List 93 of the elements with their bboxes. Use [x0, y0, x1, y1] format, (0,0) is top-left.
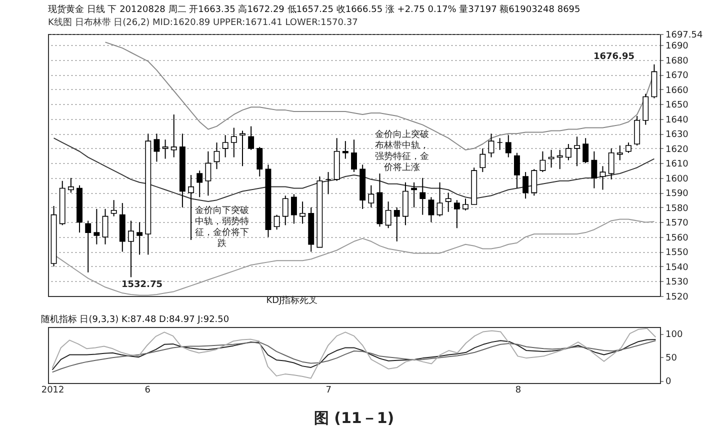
x-tick-label: 2012: [41, 386, 64, 396]
candlestick: [505, 134, 512, 158]
candlestick: [556, 149, 563, 170]
candlestick: [300, 201, 306, 224]
y-tick-label: 0: [666, 377, 672, 388]
candlestick: [85, 220, 92, 273]
candlestick: [68, 177, 74, 194]
candlestick: [462, 198, 468, 211]
y-tick-label: 1530: [666, 278, 689, 288]
candlestick: [170, 114, 177, 158]
candlestick: [154, 133, 160, 162]
candlestick: [205, 150, 212, 196]
candlestick: [351, 139, 357, 173]
text: 图 (11－1): [314, 409, 394, 427]
candlestick: [222, 134, 228, 158]
candlestick: [454, 200, 460, 229]
candlestick: [420, 177, 426, 216]
candlestick: [608, 148, 614, 180]
line-series: [52, 328, 656, 379]
candlestick: [540, 150, 546, 173]
y-tick-label: 1520: [666, 292, 689, 302]
annotation: 金价向下突破中轨，弱势特征，金价将下跌: [195, 205, 249, 249]
candlestick: [514, 152, 520, 189]
y-tick-label: 1620: [666, 144, 689, 155]
candlestick: [616, 144, 623, 161]
chart-title: 现货黄金 日线 下 20120828 周二 开1663.35 高1672.29 低1657.25 收1666.55 涨 +2.75 0.17% 量37197 额61903248 8695: [48, 4, 580, 15]
candlestick: [282, 195, 288, 226]
y-tick-label: 50: [666, 354, 678, 364]
candlestick: [325, 172, 332, 195]
chart-title: 随机指标 日(9,3,3) K:87.48 D:84.97 J:92.50: [40, 314, 230, 325]
candlestick: [488, 133, 494, 158]
y-tick-label: 1610: [666, 160, 689, 170]
candlestick: [214, 142, 220, 170]
candlestick: [591, 150, 598, 189]
y-tick-label: 1630: [666, 130, 689, 140]
candlestick: [626, 142, 632, 154]
candlestick: [290, 194, 297, 224]
y-tick-label: 1600: [666, 174, 689, 184]
candlestick: [162, 139, 168, 160]
annotation: 1532.75: [122, 280, 162, 290]
candlestick: [136, 222, 143, 256]
candlestick: [522, 172, 529, 200]
y-tick-label: 1690: [666, 42, 689, 52]
candlestick: [230, 127, 237, 158]
candlestick: [582, 138, 589, 164]
candlestick: [385, 201, 392, 229]
candlestick: [496, 138, 503, 150]
y-tick-label: 1560: [666, 233, 689, 244]
candlestick: [368, 184, 374, 208]
candlestick: [574, 136, 580, 167]
candlestick: [480, 148, 486, 173]
candlestick: [445, 192, 452, 212]
candlestick: [531, 168, 538, 196]
y-tick-label: 1697.54: [666, 30, 703, 40]
candlestick: [394, 206, 400, 242]
y-tick-label: 1640: [666, 115, 689, 126]
candlestick: [256, 146, 263, 177]
candlestick: [102, 208, 108, 245]
candlestick: [548, 149, 554, 168]
y-tick-label: 1580: [666, 204, 689, 214]
candlestick: [342, 140, 348, 160]
y-tick-label: 1650: [666, 100, 689, 111]
candlestick: [428, 196, 434, 223]
candlestick: [274, 214, 280, 230]
y-tick-label: 1590: [666, 189, 689, 200]
candlestick: [436, 182, 443, 217]
candlestick: [128, 220, 134, 278]
annotation: 金价向上突破布林带中轨，强势特征，金价将上涨: [375, 129, 429, 173]
candlestick: [188, 174, 194, 240]
chart-subtitle: K线图 日布林带 日(26,2) MID:1620.89 UPPER:1671.41 LOWER:1570.37: [48, 17, 358, 28]
y-tick-label: 1670: [666, 71, 689, 82]
candlestick: [110, 200, 117, 217]
x-tick-label: 7: [326, 386, 332, 396]
candlestick: [642, 93, 649, 126]
candlestick: [634, 115, 640, 146]
annotation: 1676.95: [594, 52, 634, 62]
candlestick: [240, 130, 246, 167]
candlestick: [411, 182, 418, 208]
y-tick-label: 1680: [666, 56, 689, 66]
line-series: [53, 138, 655, 202]
y-tick-label: 1570: [666, 218, 689, 229]
y-tick-label: 1540: [666, 262, 689, 273]
candlestick: [565, 144, 572, 161]
candlestick: [248, 126, 254, 150]
y-tick-label: 1550: [666, 248, 689, 258]
x-tick-label: 6: [144, 386, 151, 396]
y-tick-label: 100: [666, 330, 683, 340]
annotation: KDJ指标死叉: [266, 295, 318, 306]
x-tick-label: 8: [515, 386, 522, 396]
candlestick: [600, 166, 606, 190]
candlestick: [94, 208, 100, 245]
y-tick-label: 1660: [666, 86, 689, 96]
candlestick: [196, 170, 203, 198]
